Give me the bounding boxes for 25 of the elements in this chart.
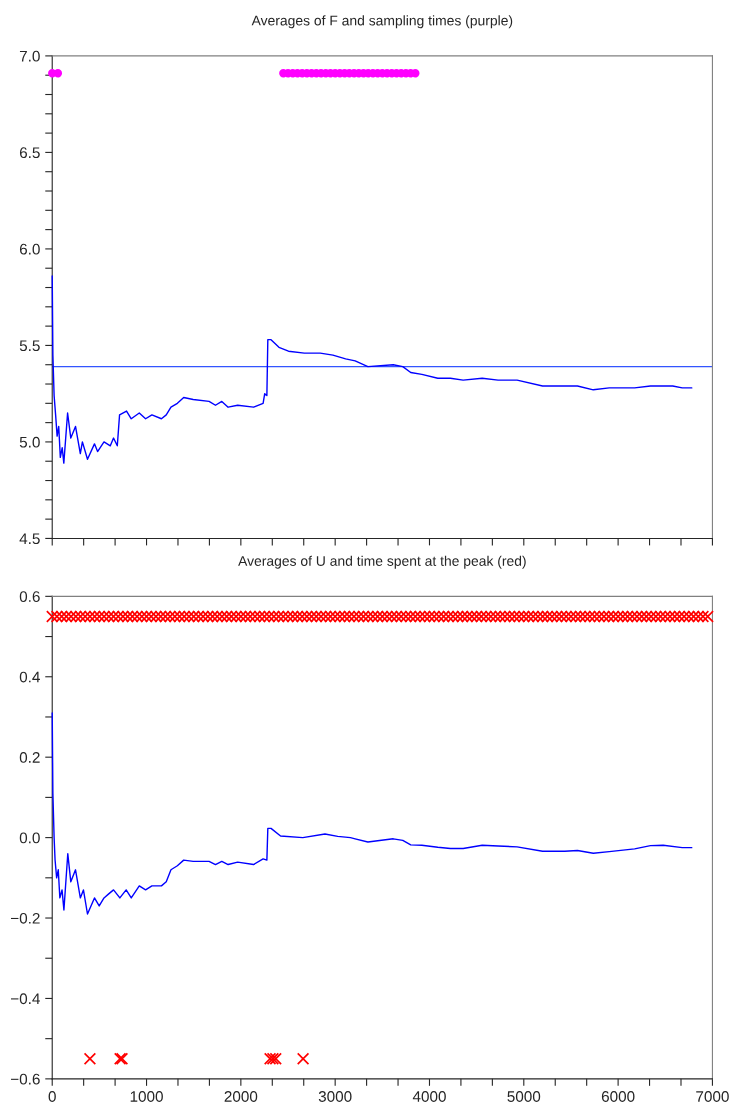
y-tick-label: 0.0: [19, 832, 40, 844]
x-tick-label: 4000: [412, 1091, 446, 1102]
y-tick-label: 0.4: [19, 671, 40, 683]
x-tick-label: 7000: [696, 1091, 729, 1102]
y-tick-label: 5.0: [19, 436, 40, 448]
y-tick-label: −0.2: [11, 912, 40, 924]
x-tick-label: 2000: [224, 1091, 258, 1102]
y-tick-label: 6.5: [19, 147, 40, 159]
line-series: [51, 275, 693, 464]
y-tick-label: −0.4: [11, 993, 40, 1005]
x-tick-label: 3000: [318, 1091, 352, 1102]
x-tick-label: 5000: [507, 1091, 541, 1102]
x-tick-label: 6000: [601, 1091, 635, 1102]
chart-title: Averages of F and sampling times (purple): [251, 15, 513, 29]
x-tick-label: 1000: [130, 1091, 163, 1102]
y-tick-label: −0.6: [11, 1073, 40, 1085]
y-tick-label: 4.5: [19, 533, 40, 545]
y-tick-label: 0.6: [19, 591, 40, 603]
x-tick-label: 0: [48, 1091, 56, 1102]
y-tick-label: 5.5: [19, 340, 40, 352]
y-tick-label: 6.0: [19, 243, 40, 255]
y-tick-label: 0.2: [19, 752, 40, 763]
chart-title: Averages of U and time spent at the peak (red): [238, 555, 526, 569]
y-tick-label: 7.0: [19, 50, 40, 62]
line-series: [51, 712, 693, 915]
